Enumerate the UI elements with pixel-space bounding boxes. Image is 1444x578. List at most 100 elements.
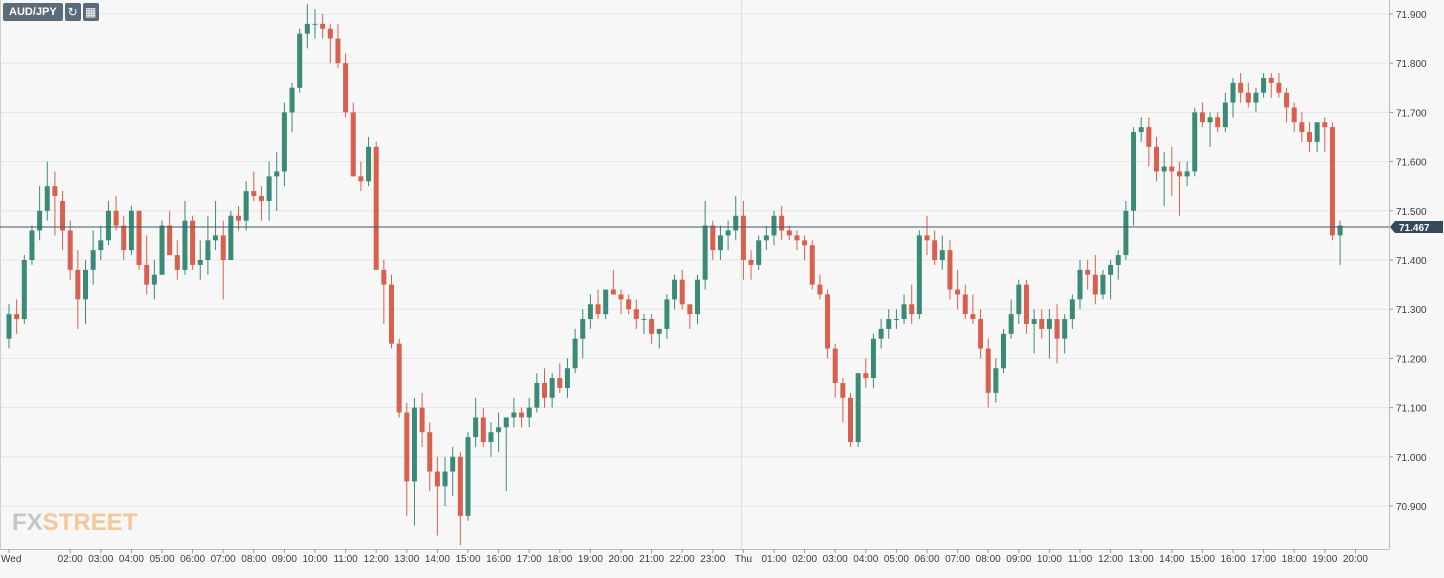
candle-up <box>756 240 762 265</box>
current-price-tag <box>1390 221 1443 234</box>
candle-down <box>1284 92 1290 108</box>
x-tick-label: 15:00 <box>455 554 480 565</box>
candle-up <box>939 250 945 260</box>
candle-up <box>281 112 287 172</box>
x-tick-label: 04:00 <box>853 554 878 565</box>
candle-up <box>886 319 892 329</box>
candle-down <box>557 378 563 388</box>
candle-up <box>1108 264 1114 275</box>
candle-up <box>702 225 708 280</box>
candle-up <box>21 260 27 320</box>
x-tick-label: 01:00 <box>761 554 786 565</box>
candle-down <box>480 417 486 443</box>
candle-down <box>909 304 915 315</box>
candle-up <box>1184 171 1190 177</box>
candle-up <box>526 407 532 418</box>
candle-down <box>320 23 326 29</box>
candle-up <box>289 87 295 113</box>
x-tick-label: 18:00 <box>1282 554 1307 565</box>
candle-down <box>1291 107 1297 123</box>
candle-down <box>343 63 349 113</box>
x-tick-label: 06:00 <box>180 554 205 565</box>
candle-down <box>144 264 150 285</box>
x-tick-label: 21:00 <box>639 554 664 565</box>
candle-down <box>113 210 119 226</box>
candle-down <box>802 240 808 246</box>
x-tick-label: 13:00 <box>394 554 419 565</box>
candle-down <box>932 240 938 260</box>
x-tick-label: 06:00 <box>914 554 939 565</box>
x-tick-label: 11:00 <box>333 554 358 565</box>
candle-down <box>985 348 991 393</box>
y-tick-label: 71.500 <box>1396 207 1427 218</box>
x-tick-label: 16:00 <box>1220 554 1245 565</box>
candle-up <box>442 471 448 487</box>
candle-up <box>733 215 739 231</box>
candle-up <box>1314 122 1320 142</box>
candle-down <box>220 235 226 260</box>
candle-up <box>664 299 670 329</box>
candle-up <box>503 417 509 428</box>
candle-down <box>381 269 387 285</box>
x-tick-label: 09:00 <box>272 554 297 565</box>
candle-down <box>794 235 800 241</box>
candle-up <box>763 235 769 241</box>
candle-up <box>870 338 876 379</box>
x-tick-label: 15:00 <box>1190 554 1215 565</box>
candle-down <box>373 146 379 270</box>
candle-up <box>1123 210 1129 256</box>
candle-down <box>687 304 693 315</box>
x-tick-label: 08:00 <box>976 554 1001 565</box>
current-price-label: 71.467 <box>1399 223 1430 234</box>
refresh-icon[interactable]: ↻ <box>64 3 81 21</box>
candle-up <box>128 210 134 251</box>
x-tick-label: 11:00 <box>1068 554 1093 565</box>
candle-up <box>656 328 662 334</box>
candle-up <box>725 230 731 236</box>
candle-down <box>358 176 364 182</box>
candle-up <box>297 33 303 88</box>
candle-down <box>167 225 173 256</box>
candle-up <box>465 437 471 516</box>
candle-up <box>1261 77 1267 93</box>
candle-down <box>419 407 425 433</box>
candle-down <box>389 284 394 344</box>
y-tick-label: 71.300 <box>1396 305 1427 316</box>
candle-down <box>67 230 73 270</box>
candle-up <box>29 230 35 260</box>
candle-down <box>978 319 984 349</box>
x-tick-label: 17:00 <box>1251 554 1276 565</box>
candle-up <box>450 456 456 472</box>
x-tick-label: 20:00 <box>608 554 633 565</box>
candle-down <box>633 309 639 320</box>
symbol-label[interactable]: AUD/JPY <box>3 3 63 21</box>
candle-down <box>327 28 333 39</box>
candle-up <box>182 220 188 270</box>
candle-down <box>335 38 341 64</box>
calendar-icon[interactable]: ▦ <box>82 3 99 21</box>
x-tick-label: 12:00 <box>364 554 389 565</box>
x-tick-label: 17:00 <box>517 554 542 565</box>
candle-up <box>266 176 272 201</box>
x-tick-label: 14:00 <box>1159 554 1184 565</box>
candle-up <box>105 210 111 241</box>
candle-up <box>1161 166 1167 172</box>
candle-up <box>1069 299 1075 320</box>
candle-up <box>580 319 586 339</box>
candle-down <box>610 289 616 295</box>
candle-up <box>1100 274 1106 295</box>
candle-up <box>243 191 249 221</box>
candle-down <box>75 269 81 300</box>
candle-down <box>679 279 685 305</box>
x-tick-label: 05:00 <box>884 554 909 565</box>
candle-down <box>618 294 624 300</box>
candle-down <box>121 225 127 251</box>
candle-up <box>1001 333 1006 369</box>
candle-up <box>6 314 12 339</box>
fxstreet-logo: FXSTREET <box>12 509 138 536</box>
x-tick-label: Thu <box>735 554 752 565</box>
candle-up <box>717 235 723 251</box>
x-tick-label: 23:00 <box>700 554 725 565</box>
